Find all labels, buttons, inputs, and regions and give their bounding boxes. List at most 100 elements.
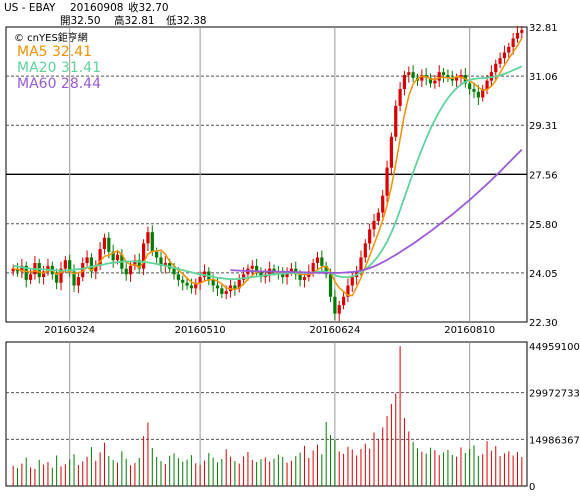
candle-body	[172, 268, 176, 275]
candle-body	[485, 80, 489, 90]
candle-body	[441, 72, 446, 75]
volume-bars	[12, 346, 523, 486]
price-tick-label: 31.06	[529, 72, 558, 83]
candle-body	[24, 265, 28, 280]
candle-body	[215, 285, 220, 289]
candle-body	[133, 260, 137, 266]
candle-body	[11, 268, 15, 272]
candle-body	[494, 63, 498, 73]
candle-body	[111, 251, 115, 261]
candle-body	[63, 260, 67, 269]
low-label: 低32.38	[166, 14, 207, 27]
candle-body	[68, 260, 72, 272]
legend-ma60: MA60 28.44	[17, 76, 101, 92]
candle-body	[433, 80, 437, 84]
price-tick-label: 32.81	[529, 23, 558, 34]
candle-body	[320, 257, 324, 266]
candle-body	[181, 279, 185, 283]
candle-body	[28, 274, 33, 280]
candle-body	[211, 279, 215, 286]
date-tick-label: 20160624	[309, 325, 360, 336]
candle-body	[350, 277, 354, 286]
candle-body	[368, 229, 372, 244]
candle-body	[389, 136, 394, 168]
candle-body	[72, 271, 76, 286]
candle-body	[520, 30, 524, 33]
candle-body	[281, 274, 285, 278]
candle-body	[398, 89, 402, 106]
price-tick-label: 27.56	[529, 170, 558, 181]
date-tick-label: 20160810	[444, 325, 495, 336]
price-tick-label: 29.31	[529, 121, 558, 132]
candle-body	[498, 58, 502, 64]
candle-body	[468, 83, 472, 90]
volume-tick-label: 29972733	[529, 389, 580, 400]
candle-body	[394, 105, 398, 137]
candle-body	[298, 274, 302, 280]
candle-body	[324, 265, 328, 275]
ma60-line	[230, 149, 523, 274]
candle-body	[472, 89, 476, 92]
candle-body	[337, 305, 341, 314]
candle-body	[481, 89, 485, 98]
candle-body	[59, 268, 63, 283]
candle-body	[224, 291, 228, 294]
candle-body	[507, 46, 511, 53]
high-label: 高32.81	[114, 14, 155, 27]
candle-body	[94, 265, 98, 272]
candle-body	[220, 288, 224, 294]
date-axis-ticks: 20160324 20160510 20160624 20160810	[44, 325, 495, 336]
close-label: 收32.70	[128, 1, 169, 14]
candle-body	[455, 77, 459, 81]
candle-body	[407, 72, 411, 75]
candle-body	[428, 77, 433, 84]
candle-body	[289, 268, 294, 272]
candle-body	[459, 74, 463, 78]
ma20-line	[13, 65, 523, 281]
volume-tick-label: 44959100	[529, 342, 580, 353]
candle-body	[446, 74, 450, 78]
candle-body	[128, 265, 133, 275]
candle-body	[137, 260, 141, 269]
candle-body	[159, 257, 163, 266]
candle-body	[189, 285, 194, 289]
candle-body	[315, 257, 320, 264]
candle-body	[372, 220, 376, 230]
candle-body	[402, 74, 407, 90]
volume-tick-label: 14986367	[529, 435, 580, 446]
candle-body	[198, 277, 202, 283]
date-tick-label: 20160324	[44, 325, 95, 336]
candle-body	[15, 268, 20, 272]
candle-body	[85, 257, 89, 264]
candle-body	[20, 265, 24, 272]
candle-body	[411, 72, 415, 78]
candle-body	[155, 251, 159, 258]
price-tick-label: 22.30	[529, 318, 558, 329]
candle-body	[255, 265, 259, 272]
date-label: 20160908	[70, 2, 123, 14]
candle-body	[102, 237, 107, 250]
candle-body	[46, 265, 50, 272]
candle-body	[194, 282, 198, 289]
candle-body	[176, 274, 180, 280]
candle-body	[376, 212, 380, 221]
candle-body	[81, 263, 85, 278]
candle-body	[42, 271, 46, 278]
candle-body	[381, 195, 385, 213]
candle-body	[476, 91, 480, 98]
candle-body	[250, 265, 254, 269]
candle-body	[124, 268, 128, 275]
candle-body	[98, 249, 102, 266]
candle-body	[259, 271, 263, 278]
candle-body	[163, 263, 167, 266]
candle-body	[302, 277, 307, 280]
legend-ma20: MA20 31.41	[17, 60, 101, 76]
open-label: 開32.50	[60, 15, 101, 27]
legend-ma5: MA5 32.41	[17, 44, 92, 60]
candle-body	[233, 285, 237, 289]
candle-body	[146, 232, 150, 244]
volume-axis-ticks: 44959100 29972733 14986367 0	[529, 342, 580, 493]
candle-body	[241, 274, 246, 280]
